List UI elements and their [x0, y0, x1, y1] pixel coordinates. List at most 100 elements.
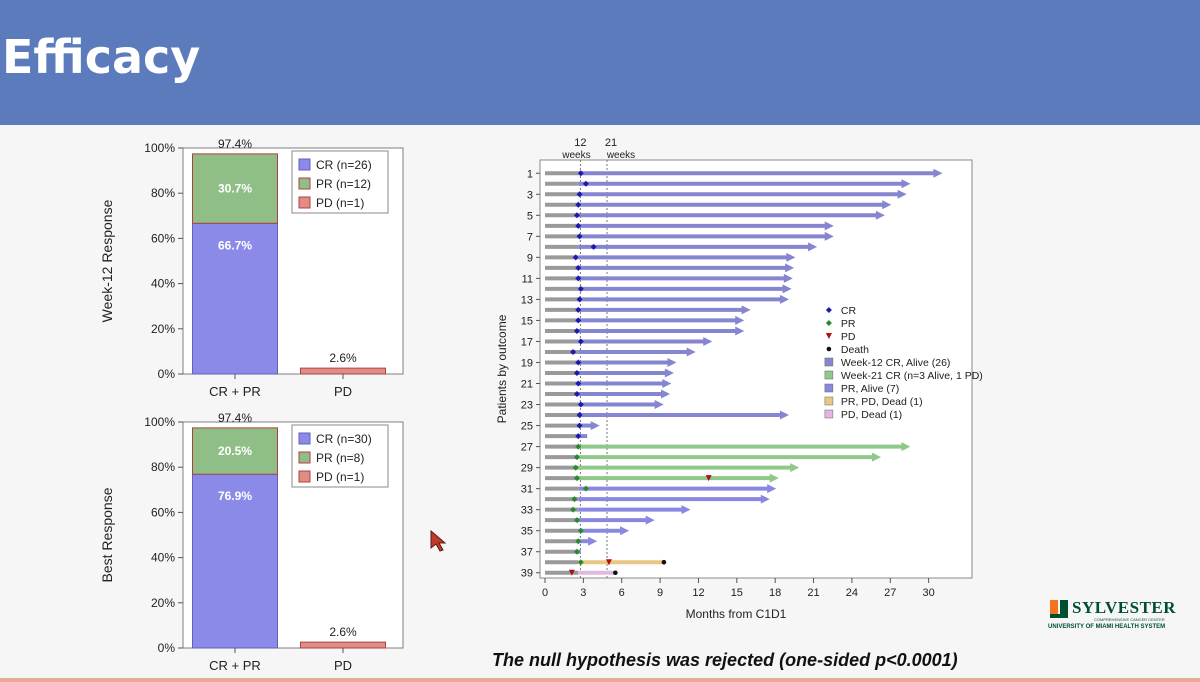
cr-marker	[575, 317, 582, 324]
logo-name: SYLVESTER	[1072, 598, 1177, 617]
ongoing-arrow	[735, 326, 745, 336]
ongoing-arrow	[783, 273, 793, 283]
x-tick-label: 30	[923, 587, 935, 599]
total-label: 97.4%	[218, 137, 252, 151]
ongoing-arrow	[664, 368, 674, 378]
cr-marker	[590, 243, 597, 250]
segment-label: 76.9%	[218, 489, 252, 503]
y-axis-label: Patients by outcome	[495, 314, 509, 423]
ongoing-arrow	[808, 242, 818, 252]
y-tick-label: 15	[521, 315, 533, 327]
bar-segment	[192, 473, 278, 649]
ongoing-arrow	[872, 452, 882, 462]
legend-label: PD (n=1)	[316, 470, 364, 484]
sylvester-logo: SYLVESTER COMPREHENSIVE CANCER CENTER UN…	[1048, 596, 1176, 636]
best-response-chart: 0% 20% 40% 60% 80% 100% Best Response 76.9% 20.5…	[99, 411, 404, 673]
ongoing-arrow	[741, 305, 751, 315]
bar-segment	[192, 427, 278, 475]
cr-marker	[572, 254, 579, 261]
ongoing-arrow	[779, 410, 789, 420]
y-tick-label: 37	[521, 547, 533, 559]
legend-swatch	[298, 432, 311, 445]
bar-segment	[300, 641, 386, 649]
ongoing-arrow	[760, 494, 770, 504]
x-tick-label: 15	[731, 587, 743, 599]
ongoing-arrow	[824, 221, 834, 231]
week12-response-chart: 0% 20% 40% 60% 80% 100% Week-12 Response 66.7% 3…	[99, 137, 404, 399]
cr-marker	[576, 296, 583, 303]
ongoing-arrow	[785, 263, 795, 273]
ongoing-arrow	[882, 200, 892, 210]
legend-label: PD	[841, 331, 856, 343]
y-tick-label: 17	[521, 336, 533, 348]
cr-marker	[575, 222, 582, 229]
pr-marker	[572, 464, 579, 471]
cr-marker	[577, 401, 584, 408]
pr-marker	[577, 559, 584, 566]
legend-swatch	[298, 196, 311, 209]
cr-marker	[575, 201, 582, 208]
cr-marker	[576, 412, 583, 419]
segment-label: 66.7%	[218, 238, 252, 252]
cr-marker	[570, 348, 577, 355]
plot-area	[539, 159, 973, 579]
ongoing-arrow	[703, 336, 713, 346]
legend-label: CR (n=26)	[316, 158, 372, 172]
cr-marker	[577, 170, 584, 177]
x-tick-label: PD	[334, 658, 352, 673]
x-tick-label: 18	[769, 587, 781, 599]
total-label: 2.6%	[329, 625, 357, 639]
ongoing-arrow	[667, 357, 677, 367]
y-tick-label: 7	[527, 231, 533, 243]
y-tick-label: 29	[521, 463, 533, 475]
legend-swatch	[298, 470, 311, 483]
ongoing-arrow	[779, 294, 789, 304]
bar-segment	[300, 367, 386, 375]
x-tick-label: 9	[657, 587, 663, 599]
x-tick-label: 24	[846, 587, 858, 599]
y-tick-label: 5	[527, 210, 533, 222]
x-tick-label: CR + PR	[209, 384, 261, 399]
cr-marker	[575, 275, 582, 282]
x-tick-label: PD	[334, 384, 352, 399]
pd-marker	[568, 569, 575, 576]
x-tick-label: 21	[807, 587, 819, 599]
y-tick-label: 1	[527, 168, 533, 180]
logo-subtitle-2: UNIVERSITY OF MIAMI HEALTH SYSTEM	[1048, 624, 1166, 630]
bar-segment	[192, 153, 278, 224]
legend-swatch	[298, 177, 311, 190]
legend-swatch	[824, 370, 834, 380]
y-tick-label: 20%	[151, 596, 175, 610]
ongoing-arrow	[654, 400, 664, 410]
ongoing-arrow	[620, 526, 630, 536]
ongoing-arrow	[786, 252, 796, 262]
x-axis-label: Months from C1D1	[686, 607, 787, 621]
pr-marker	[570, 506, 577, 513]
pr-marker	[573, 517, 580, 524]
pr-marker	[571, 496, 578, 503]
reference-label: 21	[605, 137, 617, 149]
ongoing-arrow	[933, 168, 943, 178]
mouse-cursor-icon	[430, 529, 447, 552]
legend-label: PR (n=8)	[316, 451, 364, 465]
reference-label: 12	[574, 137, 586, 149]
pr-marker	[573, 454, 580, 461]
legend-swatch	[824, 383, 834, 393]
bottom-accent-line	[0, 678, 1200, 682]
cr-marker	[582, 180, 589, 187]
legend-label: CR (n=30)	[316, 432, 372, 446]
y-tick-label: 35	[521, 526, 533, 538]
cr-marker	[575, 433, 582, 440]
cr-marker	[576, 233, 583, 240]
x-tick-label: 0	[542, 587, 548, 599]
legend-label: PR (n=12)	[316, 177, 371, 191]
x-tick-label: 6	[619, 587, 625, 599]
ongoing-arrow	[662, 379, 672, 389]
death-marker	[661, 559, 667, 565]
legend-label: PR, Alive (7)	[841, 383, 899, 395]
ongoing-arrow	[590, 421, 600, 431]
total-label: 97.4%	[218, 411, 252, 425]
y-tick-label: 13	[521, 294, 533, 306]
cr-marker	[573, 327, 580, 334]
cr-marker	[575, 264, 582, 271]
